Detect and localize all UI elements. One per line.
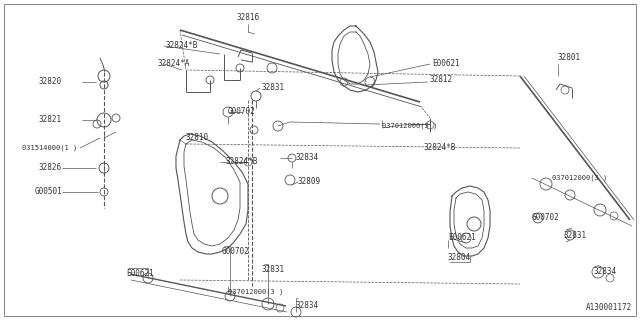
Text: G00702: G00702 (228, 108, 256, 116)
Text: 32834: 32834 (594, 268, 617, 276)
Text: 031514000(1 ): 031514000(1 ) (22, 145, 77, 151)
Text: 32831: 32831 (262, 266, 285, 275)
Text: E00621: E00621 (432, 60, 460, 68)
Text: 32810: 32810 (186, 133, 209, 142)
Text: 32821: 32821 (39, 116, 62, 124)
Text: 037012000(3 ): 037012000(3 ) (552, 175, 607, 181)
Text: A130001172: A130001172 (586, 303, 632, 313)
Text: 32816: 32816 (236, 13, 260, 22)
Text: 32824*B: 32824*B (166, 42, 198, 51)
Text: 32831: 32831 (262, 84, 285, 92)
Text: 037012000(3 ): 037012000(3 ) (382, 123, 437, 129)
Text: 32824*B: 32824*B (226, 157, 259, 166)
Text: G00702: G00702 (222, 247, 250, 257)
Text: 32812: 32812 (430, 76, 453, 84)
Text: 32824*B: 32824*B (424, 143, 456, 153)
Text: 32820: 32820 (39, 77, 62, 86)
Text: 32831: 32831 (564, 231, 587, 241)
Text: 32826: 32826 (39, 164, 62, 172)
Text: 32834: 32834 (296, 154, 319, 163)
Text: E00621: E00621 (448, 234, 476, 243)
Text: E00621: E00621 (126, 269, 154, 278)
Text: 32809: 32809 (298, 178, 321, 187)
Text: 32804: 32804 (448, 253, 471, 262)
Text: 32801: 32801 (558, 53, 581, 62)
Text: 32834: 32834 (296, 301, 319, 310)
Text: 32824*A: 32824*A (158, 60, 190, 68)
Text: G00702: G00702 (532, 213, 560, 222)
Text: 037012000(3 ): 037012000(3 ) (228, 289, 284, 295)
Text: G00501: G00501 (35, 188, 62, 196)
